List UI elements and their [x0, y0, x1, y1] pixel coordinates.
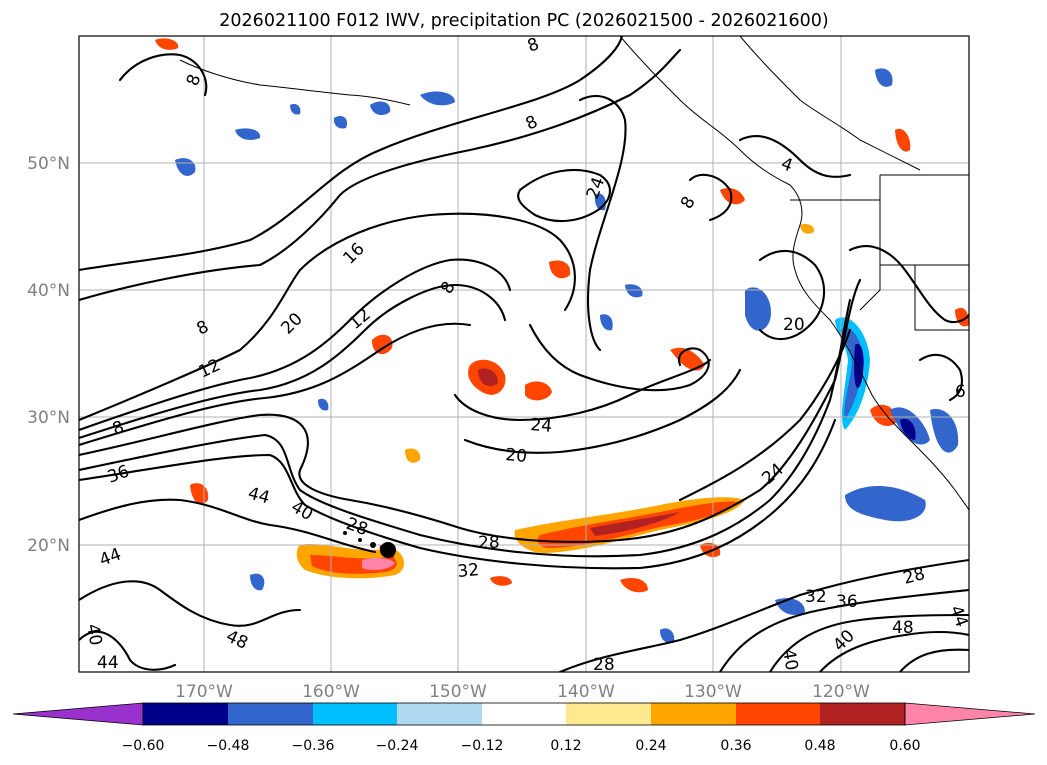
contour-label: 20	[505, 445, 528, 467]
map-panel: 8 8 8 4 24 8 16 8 12 20 8 12 20 6 24 20 …	[79, 34, 971, 675]
lat-label: 50°N	[27, 154, 70, 174]
contour-label: 40	[778, 647, 801, 672]
contour-label: 24	[530, 415, 553, 437]
contour-label: 28	[478, 533, 500, 553]
colorbar-extend-low	[13, 703, 143, 725]
contour-label: 44	[97, 653, 119, 673]
colorbar-tick-label: 0.24	[635, 738, 666, 754]
figure-title: 2026021100 F012 IWV, precipitation PC (2…	[219, 11, 828, 31]
lon-label: 120°W	[812, 682, 870, 702]
lat-label: 40°N	[27, 281, 70, 301]
colorbar-segment	[566, 703, 651, 725]
latitude-labels: 50°N 40°N 30°N 20°N	[27, 154, 70, 556]
lon-label: 150°W	[429, 682, 487, 702]
colorbar-segment	[143, 703, 228, 725]
colorbar-tick-label: −0.48	[207, 738, 250, 754]
colorbar-tick-label: 0.48	[804, 738, 835, 754]
colorbar-segment	[482, 703, 566, 725]
lat-label: 30°N	[27, 408, 70, 428]
contour-label: 6	[955, 382, 966, 402]
colorbar-segment	[228, 703, 313, 725]
contour-label: 20	[783, 315, 805, 335]
colorbar-segment	[820, 703, 905, 725]
lon-label: 170°W	[175, 682, 233, 702]
lon-label: 160°W	[302, 682, 360, 702]
contour-label: 32	[457, 560, 480, 582]
colorbar-tick-label: 0.60	[889, 738, 920, 754]
lon-label: 130°W	[684, 682, 742, 702]
lon-label: 140°W	[557, 682, 615, 702]
colorbar-tick-label: −0.36	[292, 738, 335, 754]
colorbar-segment	[397, 703, 482, 725]
colorbar-tick-label: 0.12	[550, 738, 581, 754]
colorbar-tick-label: −0.12	[461, 738, 504, 754]
colorbar-segment	[313, 703, 397, 725]
colorbar-tick-label: 0.36	[720, 738, 751, 754]
colorbar-ticks: −0.60 −0.48 −0.36 −0.24 −0.12 0.12 0.24 …	[122, 738, 921, 754]
colorbar-tick-label: −0.60	[122, 738, 165, 754]
colorbar-tick-label: −0.24	[376, 738, 419, 754]
lat-label: 20°N	[27, 536, 70, 556]
contour-label: 48	[892, 618, 914, 638]
contour-label: 40	[82, 622, 105, 647]
colorbar-segment	[651, 703, 736, 725]
colorbar-segment	[736, 703, 820, 725]
longitude-labels: 170°W 160°W 150°W 140°W 130°W 120°W	[175, 682, 870, 702]
colorbar: −0.60 −0.48 −0.36 −0.24 −0.12 0.12 0.24 …	[13, 703, 1035, 754]
contour-label: 32	[805, 587, 827, 607]
colorbar-extend-high	[905, 703, 1035, 725]
contour-label: 36	[836, 592, 858, 612]
